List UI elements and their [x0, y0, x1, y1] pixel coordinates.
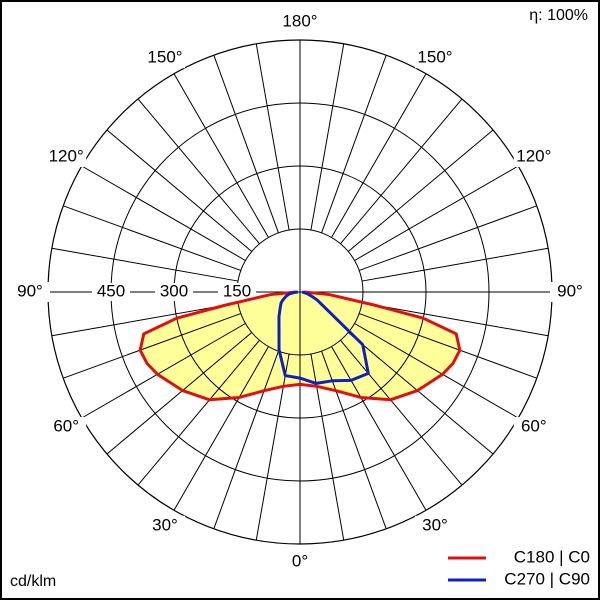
label-bg — [10, 282, 50, 302]
spoke — [361, 302, 549, 337]
r-tick-label: 150 — [223, 281, 251, 300]
label-bg — [46, 417, 87, 437]
spoke — [63, 205, 241, 271]
angle-tick-label: 120° — [516, 146, 551, 165]
angle-tick-label: 60° — [53, 416, 79, 435]
angle-tick-label: 120° — [49, 146, 84, 165]
spoke — [173, 346, 269, 511]
spoke — [213, 55, 279, 233]
spoke — [137, 98, 260, 245]
spoke — [359, 205, 537, 271]
angle-tick-label: 60° — [521, 416, 547, 435]
curve — [277, 290, 301, 380]
spoke — [310, 43, 345, 231]
angle-tick-label: 150° — [417, 48, 452, 67]
spoke — [106, 129, 253, 252]
spoke — [321, 55, 387, 233]
efficiency-note: η: 100% — [529, 7, 588, 24]
label-bg — [280, 552, 320, 572]
label-bg — [513, 147, 554, 167]
legend-label: C180 | C0 — [514, 547, 590, 566]
unit-label: cd/klm — [10, 573, 56, 590]
label-bg — [415, 48, 455, 69]
spoke — [213, 351, 279, 529]
angle-tick-label: 90° — [557, 281, 583, 300]
label-bg — [155, 283, 193, 301]
angle-tick-label: 30° — [422, 515, 448, 534]
spoke — [340, 98, 463, 245]
spoke — [137, 339, 260, 486]
label-bg — [218, 283, 256, 301]
angle-tick-label: 30° — [152, 515, 178, 534]
curve — [138, 290, 301, 402]
label-bg — [280, 12, 320, 32]
spoke — [255, 43, 290, 231]
r-tick-label: 300 — [160, 281, 188, 300]
spoke — [173, 73, 269, 238]
spoke — [361, 247, 549, 282]
spoke — [347, 332, 494, 455]
spoke — [354, 165, 519, 261]
label-bg — [145, 515, 185, 536]
label-bg — [46, 147, 87, 167]
legend-label: C270 | C90 — [504, 569, 590, 588]
spoke — [63, 313, 241, 379]
label-bg — [550, 282, 590, 302]
spoke — [331, 346, 427, 511]
angle-tick-label: 90° — [17, 281, 43, 300]
angle-tick-label: 0° — [292, 551, 308, 570]
curve — [299, 290, 370, 385]
spoke — [106, 332, 253, 455]
spoke — [354, 323, 519, 419]
spoke — [81, 323, 246, 419]
spoke — [81, 165, 246, 261]
spoke — [340, 339, 463, 486]
label-bg — [415, 515, 455, 536]
label-bg — [92, 283, 130, 301]
spoke — [51, 302, 239, 337]
spoke — [331, 73, 427, 238]
angle-tick-label: 150° — [147, 48, 182, 67]
label-bg — [145, 48, 185, 69]
spoke — [51, 247, 239, 282]
spoke — [359, 313, 537, 379]
spoke — [347, 129, 494, 252]
curve — [299, 290, 462, 402]
label-bg — [513, 417, 554, 437]
angle-tick-label: 180° — [282, 11, 317, 30]
r-tick-label: 450 — [97, 281, 125, 300]
